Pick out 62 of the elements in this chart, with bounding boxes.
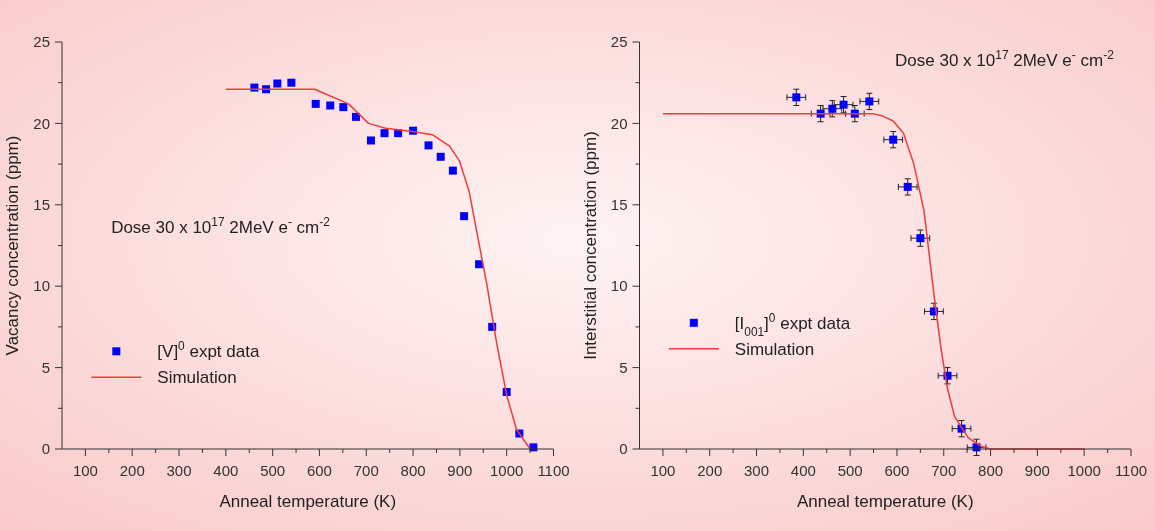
legend-label: [I$_{001}$]$^{0}$ expt data <box>734 310 851 339</box>
x-tick-label: 400 <box>213 462 239 479</box>
point <box>273 79 282 88</box>
point <box>889 135 898 144</box>
y-tick-label: 20 <box>610 114 628 132</box>
y-tick-label: 25 <box>610 33 628 51</box>
point <box>287 78 296 87</box>
y-tick-label: 15 <box>33 196 50 214</box>
point <box>311 99 320 108</box>
x-tick-label: 1100 <box>537 462 570 479</box>
x-tick-label: 300 <box>744 462 770 479</box>
point <box>448 166 457 175</box>
x-tick-label: 800 <box>978 462 1004 479</box>
x-tick-label: 100 <box>72 462 98 479</box>
x-tick-label: 200 <box>119 462 145 479</box>
x-tick-label: 800 <box>400 462 426 479</box>
point <box>916 234 925 243</box>
y-tick-label: 10 <box>33 277 50 295</box>
point <box>903 182 912 191</box>
point <box>460 212 469 221</box>
point <box>839 100 848 109</box>
annotation: Dose 30 x 10$^{17}$ 2MeV e$^{-}$ cm$^{-2}$ <box>895 48 1115 71</box>
point <box>339 103 348 112</box>
legend-label: [V]$^{0}$ expt data <box>157 339 260 362</box>
y-tick-label: 15 <box>610 196 628 214</box>
x-tick-label: 600 <box>306 462 332 479</box>
point <box>380 129 389 138</box>
x-tick-label: 900 <box>447 462 473 479</box>
x-axis-title: Anneal temperature (K) <box>796 492 974 511</box>
y-tick-label: 0 <box>41 440 50 458</box>
x-tick-label: 200 <box>697 462 723 479</box>
x-axis-title: Anneal temperature (K) <box>219 492 397 511</box>
x-tick-label: 700 <box>353 462 379 479</box>
point <box>351 112 360 121</box>
point <box>436 152 445 161</box>
x-tick-label: 500 <box>260 462 286 479</box>
x-tick-label: 300 <box>166 462 192 479</box>
y-tick-label: 0 <box>619 440 628 458</box>
y-tick-label: 20 <box>33 114 50 132</box>
x-tick-label: 100 <box>650 462 676 479</box>
x-tick-label: 600 <box>884 462 910 479</box>
x-tick-label: 700 <box>931 462 957 479</box>
legend-label: Simulation <box>157 368 237 388</box>
y-tick-label: 10 <box>610 277 628 295</box>
y-tick-label: 25 <box>33 33 50 51</box>
point <box>865 97 874 106</box>
x-tick-label: 1000 <box>490 462 524 479</box>
x-tick-label: 1000 <box>1067 462 1101 479</box>
x-tick-label: 1100 <box>1114 462 1148 479</box>
legend-label: Simulation <box>734 339 815 359</box>
y-tick-label: 5 <box>619 358 628 376</box>
x-tick-label: 500 <box>837 462 863 479</box>
y-tick-label: 5 <box>41 358 50 376</box>
annotation: Dose 30 x 10$^{17}$ 2MeV e$^{-}$ cm$^{-2}$ <box>111 215 331 238</box>
x-tick-label: 400 <box>790 462 816 479</box>
point <box>366 136 375 145</box>
y-axis-title: Vacancy concentration (ppm) <box>3 135 22 356</box>
point <box>424 141 433 150</box>
point <box>326 101 335 110</box>
x-tick-label: 900 <box>1024 462 1050 479</box>
point <box>792 93 801 102</box>
y-axis-title: Interstitial concentration (ppm) <box>580 131 600 360</box>
